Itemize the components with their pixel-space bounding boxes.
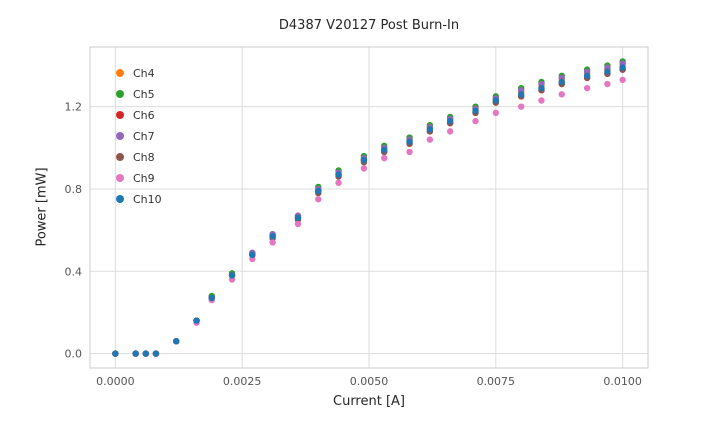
data-point: [558, 78, 565, 86]
data-point: [152, 350, 160, 357]
legend-marker-icon: [116, 90, 124, 98]
y-tick-label: 0.8: [65, 183, 83, 196]
data-point: [294, 220, 302, 228]
legend-label: Ch8: [133, 151, 155, 164]
legend: Ch4 Ch5 Ch6 Ch7 Ch8 Ch9 Ch10: [116, 67, 162, 206]
data-point: [269, 239, 276, 246]
legend-marker-icon: [116, 174, 124, 182]
legend-marker-icon: [116, 195, 124, 203]
data-point: [558, 91, 565, 98]
x-tick-label: 0.0075: [477, 375, 516, 388]
data-point: [294, 214, 302, 221]
data-point: [360, 165, 368, 172]
x-tick-label: 0.0100: [603, 375, 642, 388]
data-point: [538, 84, 545, 92]
data-point: [132, 350, 139, 357]
data-point: [315, 196, 322, 203]
scatter-points: [112, 58, 626, 357]
data-point: [193, 317, 200, 324]
data-point: [604, 68, 611, 75]
data-point: [583, 72, 591, 80]
plot-border: [89, 46, 649, 369]
data-point: [426, 136, 434, 143]
data-point: [142, 350, 149, 357]
data-point: [208, 294, 215, 302]
legend-label: Ch6: [133, 109, 155, 122]
data-point: [583, 84, 591, 92]
y-tick-label: 0.4: [65, 265, 83, 278]
legend-label: Ch7: [133, 130, 155, 143]
x-tick-label: 0.0025: [223, 375, 262, 388]
legend-label: Ch9: [133, 172, 155, 185]
x-tick-label: 0.0000: [96, 375, 135, 388]
y-tick-label: 1.2: [65, 101, 83, 114]
data-point: [315, 187, 322, 195]
chart-title: D4387 V20127 Post Burn-In: [278, 18, 460, 33]
y-tick-labels: 0.0 0.4 0.8 1.2: [65, 101, 83, 361]
legend-label: Ch4: [133, 67, 155, 80]
x-tick-labels: 0.0000 0.0025 0.0050 0.0075 0.0100: [96, 375, 642, 388]
x-tick-label: 0.0050: [350, 375, 389, 388]
data-point: [249, 251, 256, 259]
data-point: [173, 338, 180, 345]
legend-marker-icon: [116, 132, 124, 140]
data-point: [426, 126, 434, 133]
data-point: [360, 156, 368, 164]
data-point: [604, 80, 611, 88]
data-point: [112, 350, 119, 357]
data-point: [406, 148, 413, 156]
data-point: [446, 128, 454, 135]
data-point: [381, 146, 388, 154]
data-point: [446, 117, 454, 125]
data-point: [269, 233, 276, 240]
grid-lines: [90, 47, 648, 368]
data-point: [517, 103, 525, 110]
legend-label: Ch5: [133, 88, 155, 101]
data-point: [517, 91, 525, 98]
legend-marker-icon: [116, 69, 124, 77]
x-axis-label: Current [A]: [333, 394, 405, 409]
data-point: [335, 171, 342, 178]
data-point: [492, 109, 500, 117]
legend-marker-icon: [116, 111, 124, 119]
data-point: [472, 117, 479, 125]
data-point: [538, 97, 545, 104]
data-point: [335, 179, 342, 187]
data-point: [619, 76, 626, 84]
data-point: [472, 107, 479, 114]
data-point: [619, 64, 626, 71]
legend-label: Ch10: [133, 193, 162, 206]
data-point: [406, 138, 413, 145]
legend-marker-icon: [116, 153, 124, 161]
data-point: [228, 272, 236, 279]
data-point: [492, 97, 500, 104]
data-point: [381, 154, 388, 162]
y-tick-label: 0.0: [65, 348, 83, 361]
